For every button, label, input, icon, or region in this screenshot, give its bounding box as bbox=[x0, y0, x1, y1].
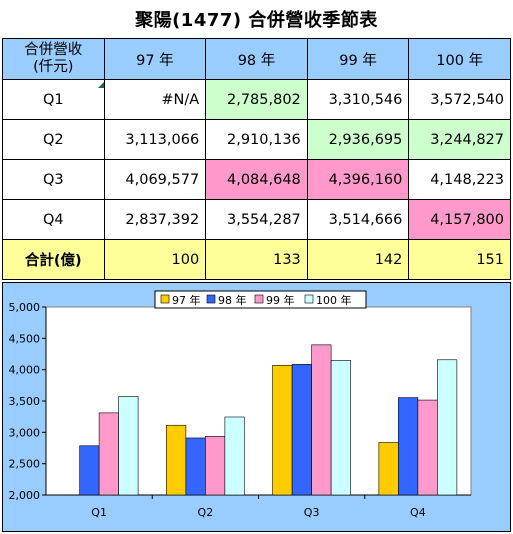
revenue-cell: 2,936,695 bbox=[306, 119, 410, 160]
bar bbox=[79, 445, 100, 496]
y-tick-label: 3,500 bbox=[9, 395, 41, 408]
corner-label-line1: 合併營收 bbox=[24, 42, 83, 58]
cell-comment-marker-icon bbox=[97, 82, 104, 88]
revenue-cell: 3,113,066 bbox=[103, 119, 207, 160]
legend-label: 97 年 bbox=[172, 293, 201, 307]
total-row: 合計(億) 100 133 142 151 bbox=[2, 239, 511, 280]
bar bbox=[311, 344, 332, 496]
legend-label: 100 年 bbox=[316, 293, 352, 307]
total-cell: 151 bbox=[408, 239, 511, 280]
table-header-row: 合併營收 (仟元) 97 年 98 年 99 年 100 年 bbox=[2, 38, 511, 88]
revenue-table: 合併營收 (仟元) 97 年 98 年 99 年 100 年 Q1 #N/A 2… bbox=[2, 38, 511, 280]
total-label: 合計(億) bbox=[2, 239, 105, 280]
bar bbox=[437, 359, 458, 496]
total-cell: 100 bbox=[103, 239, 207, 280]
chart-area: 2,000 2,500 3,000 3,500 4,000 4,500 5,000 Q1 Q2 Q… bbox=[2, 282, 511, 532]
revenue-cell: 4,157,800 bbox=[408, 199, 511, 240]
y-tick-label: 4,500 bbox=[9, 332, 41, 345]
table-row: Q4 2,837,392 3,554,287 3,514,666 4,157,8… bbox=[2, 199, 511, 240]
year-header: 98 年 bbox=[205, 38, 308, 80]
revenue-cell: 2,837,392 bbox=[103, 199, 207, 240]
legend-swatch bbox=[206, 294, 216, 304]
revenue-cell: 3,310,546 bbox=[306, 79, 410, 120]
bar-chart: 2,000 2,500 3,000 3,500 4,000 4,500 5,000 Q1 Q2 Q… bbox=[9, 290, 472, 519]
bar bbox=[272, 365, 293, 496]
revenue-cell: 2,785,802 bbox=[205, 79, 308, 120]
bar bbox=[378, 442, 399, 496]
total-cell: 142 bbox=[306, 239, 410, 280]
legend-swatch bbox=[160, 294, 170, 304]
y-tick-label: 5,000 bbox=[9, 301, 41, 314]
revenue-cell: 3,514,666 bbox=[306, 199, 410, 240]
y-tick-label: 2,500 bbox=[9, 458, 41, 471]
bar bbox=[291, 364, 312, 496]
bar bbox=[98, 412, 119, 496]
total-cell: 133 bbox=[205, 239, 308, 280]
revenue-cell: 4,069,577 bbox=[103, 159, 207, 200]
quarter-label: Q1 bbox=[2, 79, 105, 120]
revenue-cell: 3,572,540 bbox=[408, 79, 511, 120]
legend-swatch bbox=[304, 294, 314, 304]
quarter-label: Q2 bbox=[2, 119, 105, 160]
x-category-label: Q1 bbox=[91, 506, 107, 519]
table-row: Q3 4,069,577 4,084,648 4,396,160 4,148,2… bbox=[2, 159, 511, 200]
bar bbox=[205, 436, 226, 496]
bar bbox=[417, 399, 438, 496]
y-tick-label: 4,000 bbox=[9, 364, 41, 377]
table-row: Q1 #N/A 2,785,802 3,310,546 3,572,540 bbox=[2, 79, 511, 120]
revenue-cell: 4,084,648 bbox=[205, 159, 308, 200]
table-row: Q2 3,113,066 2,910,136 2,936,695 3,244,8… bbox=[2, 119, 511, 160]
bar bbox=[166, 424, 187, 496]
corner-header: 合併營收 (仟元) bbox=[2, 38, 105, 88]
revenue-cell: #N/A bbox=[103, 79, 207, 120]
revenue-cell: 4,148,223 bbox=[408, 159, 511, 200]
bar bbox=[398, 397, 419, 496]
x-category-label: Q2 bbox=[198, 506, 214, 519]
quarter-label: Q3 bbox=[2, 159, 105, 200]
revenue-cell: 4,396,160 bbox=[306, 159, 410, 200]
y-tick-label: 2,000 bbox=[9, 489, 41, 502]
bar bbox=[118, 396, 139, 496]
x-category-label: Q4 bbox=[410, 506, 426, 519]
year-header: 99 年 bbox=[306, 38, 410, 80]
x-category-label: Q3 bbox=[304, 506, 320, 519]
revenue-cell: 3,244,827 bbox=[408, 119, 511, 160]
legend-swatch bbox=[254, 294, 264, 304]
legend-label: 99 年 bbox=[266, 293, 295, 307]
bar bbox=[224, 416, 245, 496]
bar bbox=[330, 360, 351, 496]
revenue-cell: 2,910,136 bbox=[205, 119, 308, 160]
legend-label: 98 年 bbox=[218, 293, 247, 307]
page-title: 聚陽(1477) 合併營收季節表 bbox=[135, 10, 378, 31]
bar bbox=[185, 437, 206, 496]
revenue-cell: 3,554,287 bbox=[205, 199, 308, 240]
year-header: 97 年 bbox=[103, 38, 207, 80]
corner-label-line2: (仟元) bbox=[33, 59, 74, 75]
quarter-label: Q4 bbox=[2, 199, 105, 240]
y-tick-label: 3,000 bbox=[9, 426, 41, 439]
year-header: 100 年 bbox=[408, 38, 511, 80]
